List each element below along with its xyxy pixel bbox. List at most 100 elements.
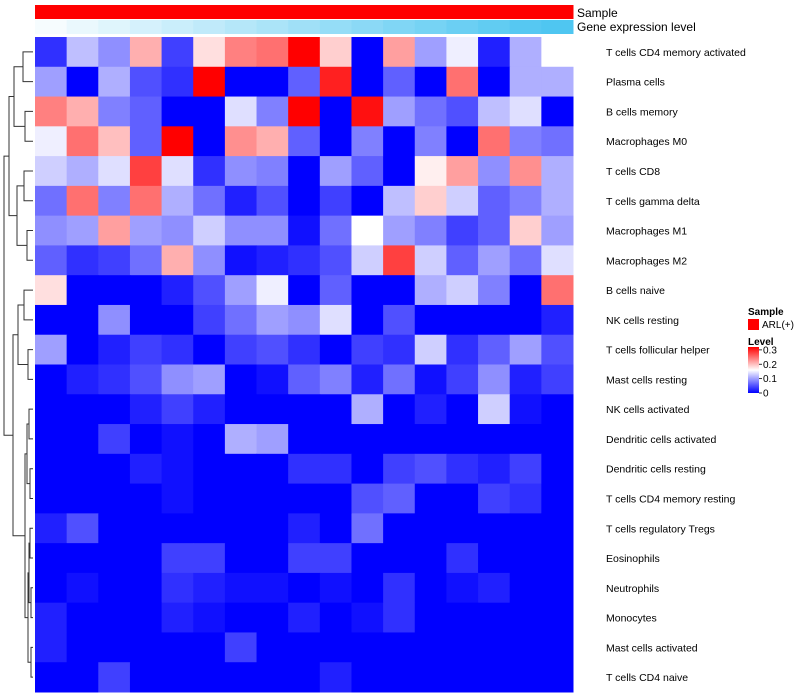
heatmap-cell (383, 572, 416, 604)
heatmap-cell (319, 66, 352, 98)
heatmap-cell (414, 66, 447, 98)
heatmap-cell (288, 453, 321, 485)
sample-annotation-cell (224, 5, 258, 19)
heatmap-cell (224, 215, 258, 246)
heatmap-cell (129, 543, 163, 574)
heatmap-cell (98, 543, 131, 574)
heatmap-cell (35, 156, 68, 187)
heatmap-cell (383, 185, 416, 217)
heatmap-cell (541, 632, 574, 663)
heatmap-cell (288, 156, 321, 187)
heatmap-cell (351, 304, 384, 336)
sample-annotation-cell (446, 5, 479, 19)
heatmap-cell (383, 513, 416, 544)
heatmap-cell (383, 632, 416, 663)
heatmap-cell (319, 334, 352, 365)
dendrogram-branch (16, 185, 27, 246)
heatmap-cell (414, 572, 447, 604)
heatmap-cell (129, 334, 163, 365)
expression-annotation-cell (66, 20, 99, 34)
heatmap-cell (35, 37, 68, 68)
heatmap-cell (98, 572, 131, 604)
heatmap-cell (193, 424, 226, 455)
heatmap-cell (414, 513, 447, 544)
heatmap-cell (66, 602, 99, 633)
heatmap-cell (193, 334, 226, 365)
dendrogram-branch (8, 96, 17, 217)
heatmap-cell (193, 156, 226, 187)
expression-annotation-cell (161, 20, 194, 34)
heatmap-cell (288, 543, 321, 574)
heatmap-cell (193, 364, 226, 395)
heatmap-cell (351, 245, 384, 276)
heatmap-cell (541, 334, 574, 365)
heatmap-cell (383, 275, 416, 306)
dendrogram-branch (29, 527, 33, 559)
heatmap-cell (256, 543, 289, 574)
heatmap-cell (224, 96, 258, 127)
heatmap-cell (161, 632, 194, 663)
heatmap-cell (319, 96, 352, 127)
row-label: T cells CD8 (606, 166, 660, 178)
heatmap-cell (193, 632, 226, 663)
heatmap-cell (509, 632, 542, 663)
heatmap-cell (509, 156, 542, 187)
heatmap-cell (351, 37, 384, 68)
heatmap-cell (319, 483, 352, 514)
heatmap-cell (351, 602, 384, 633)
heatmap-cell (446, 513, 479, 544)
level-tick-label: 0.3 (763, 345, 777, 356)
heatmap-cell (129, 572, 163, 604)
heatmap-cell (446, 275, 479, 306)
heatmap-cell (288, 394, 321, 425)
heatmap-cell (224, 632, 258, 663)
heatmap-cell (193, 662, 226, 693)
heatmap-cell (129, 304, 163, 336)
heatmap-cell (509, 394, 542, 425)
expression-annotation-cell (541, 20, 574, 34)
heatmap-cell (319, 394, 352, 425)
heatmap-cell (541, 424, 574, 455)
heatmap-cell (161, 513, 194, 544)
heatmap-cell (509, 185, 542, 217)
heatmap-cell (414, 483, 447, 514)
heatmap-cell (446, 543, 479, 574)
heatmap-cell (478, 185, 511, 217)
heatmap-cell (319, 304, 352, 336)
heatmap-cell (446, 424, 479, 455)
heatmap-cell (288, 602, 321, 633)
heatmap-cell (478, 394, 511, 425)
heatmap-cell (351, 185, 384, 217)
heatmap-cell (129, 394, 163, 425)
heatmap-cell (414, 662, 447, 693)
sample-annotation-cell (478, 5, 511, 19)
heatmap-cell (446, 394, 479, 425)
heatmap-cell (414, 275, 447, 306)
heatmap-cell (98, 513, 131, 544)
heatmap-cell (193, 453, 226, 485)
heatmap-cell (319, 275, 352, 306)
heatmap-cell (509, 96, 542, 127)
heatmap-cell (224, 126, 258, 157)
heatmap-cell (256, 245, 289, 276)
expression-annotation-cell (98, 20, 131, 34)
heatmap-cell (224, 156, 258, 187)
heatmap-cell (129, 185, 163, 217)
heatmap-cell (256, 424, 289, 455)
heatmap-cell (66, 632, 99, 663)
heatmap-cell (351, 96, 384, 127)
heatmap-cell (383, 602, 416, 633)
heatmap-cell (319, 543, 352, 574)
heatmap-cell (129, 513, 163, 544)
heatmap-cell (509, 424, 542, 455)
heatmap-cell (383, 334, 416, 365)
heatmap-cell (193, 96, 226, 127)
heatmap-cell (478, 215, 511, 246)
heatmap-cell (414, 453, 447, 485)
heatmap-cell (66, 572, 99, 604)
heatmap-cell (383, 543, 416, 574)
heatmap-cell (509, 245, 542, 276)
heatmap-cell (319, 245, 352, 276)
row-dendrogram (3, 51, 33, 678)
heatmap-cell (414, 185, 447, 217)
